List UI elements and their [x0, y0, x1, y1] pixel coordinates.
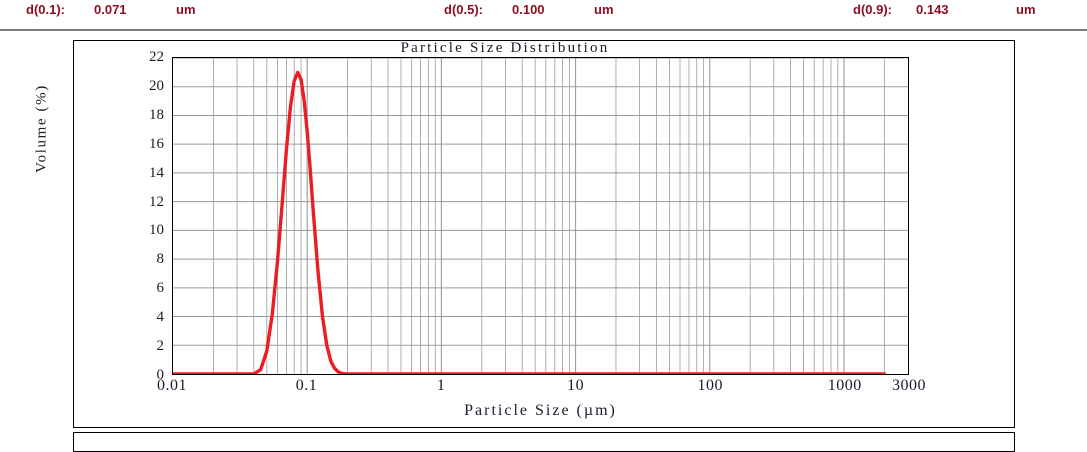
header-divider [0, 29, 1087, 31]
stat-d05-value: 0.100 [512, 2, 545, 17]
y-axis-tick-label: 14 [149, 164, 164, 181]
x-axis-tick-label: 1 [436, 377, 446, 394]
y-axis-tick-label: 12 [149, 193, 164, 210]
chart-title: Particle Size Distribution [400, 40, 610, 56]
chart-gridlines [173, 58, 908, 374]
y-axis-tick-label: 10 [149, 222, 164, 239]
y-axis-tick-label: 4 [156, 309, 165, 326]
x-axis-tick-label: 100 [697, 377, 723, 394]
stat-d01-value: 0.071 [94, 2, 127, 17]
stat-d05-label: d(0.5): [444, 2, 483, 17]
y-axis-tick-label: 6 [156, 280, 165, 297]
stat-d09: d(0.9): 0.143 um [853, 2, 1036, 17]
x-axis-tick-label: 0.1 [295, 377, 318, 394]
stat-d05: d(0.5): 0.100 um [444, 2, 614, 17]
lower-panel [73, 432, 1015, 452]
y-axis-tick-label: 2 [156, 338, 165, 355]
y-axis-title: Volume (%) [33, 84, 50, 173]
y-axis-tick-label: 0 [156, 367, 165, 383]
y-axis-tick-label: 16 [149, 135, 164, 152]
y-axis-tick-label: 22 [149, 49, 164, 65]
stat-d01-unit: um [176, 2, 196, 17]
stat-d09-unit: um [1016, 2, 1036, 17]
y-axis-tick-label: 20 [149, 77, 164, 94]
stat-d05-unit: um [594, 2, 614, 17]
stat-d09-value: 0.143 [916, 2, 949, 17]
x-axis-title: Particle Size (µm) [464, 402, 617, 419]
x-axis-tick-label: 3000 [892, 377, 926, 394]
x-axis-tick-label: 10 [567, 377, 585, 394]
y-axis-tick-label: 18 [149, 106, 164, 123]
x-axis-tick-label: 0.01 [157, 377, 187, 394]
stat-d09-label: d(0.9): [853, 2, 892, 17]
stat-d01: d(0.1): 0.071 um [26, 2, 196, 17]
plot-area [172, 57, 909, 375]
stat-d01-label: d(0.1): [26, 2, 65, 17]
volume-distribution-curve [173, 70, 887, 374]
x-axis-tick-label: 1000 [827, 377, 862, 394]
y-axis-tick-label: 8 [156, 251, 165, 268]
summary-stats-row: d(0.1): 0.071 um d(0.5): 0.100 um d(0.9): 0.1… [0, 0, 1087, 28]
